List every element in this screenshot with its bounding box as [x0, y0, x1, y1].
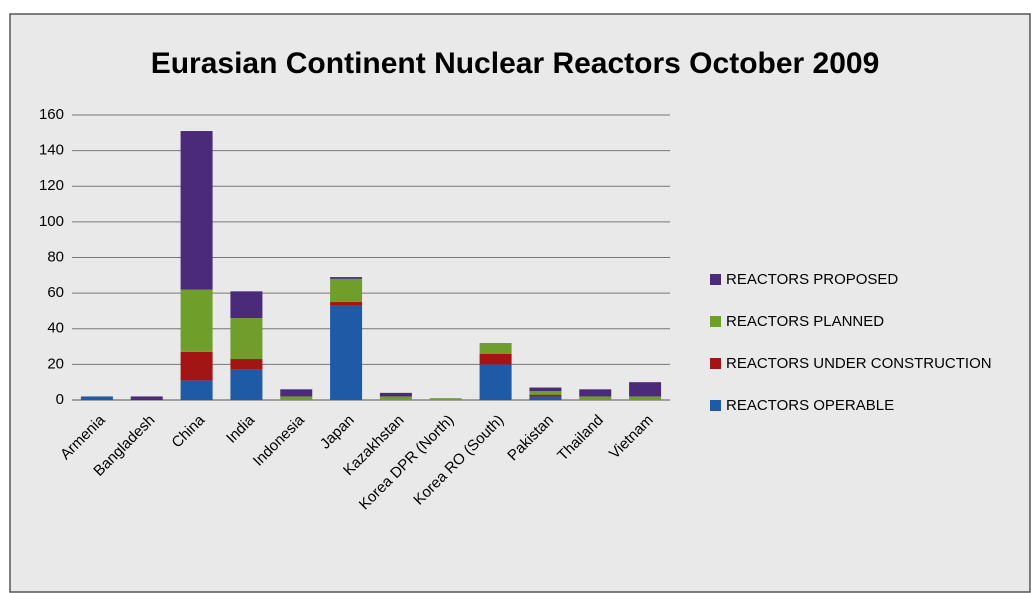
legend-swatch	[710, 400, 721, 411]
bar-segment	[579, 389, 612, 397]
legend-swatch	[710, 316, 721, 327]
y-tick-label: 60	[47, 284, 64, 301]
bar-segment	[180, 351, 213, 381]
bar-segment	[479, 353, 512, 365]
bar-segment	[330, 305, 363, 400]
bar-segment	[230, 359, 263, 370]
bar-segment	[529, 394, 562, 397]
bar-segment	[280, 389, 313, 397]
bar-segment	[330, 277, 363, 279]
bar-segment	[479, 364, 512, 400]
bar-segment	[280, 396, 313, 400]
y-tick-label: 0	[56, 391, 64, 408]
y-tick-label: 80	[47, 248, 64, 265]
y-tick-label: 140	[39, 142, 64, 159]
bar-segment	[180, 289, 213, 352]
bar-segment	[529, 387, 562, 392]
y-tick-label: 120	[39, 177, 64, 194]
y-tick-label: 40	[47, 320, 64, 337]
legend-swatch	[710, 274, 721, 285]
bar-segment	[130, 396, 163, 400]
chart-title: Eurasian Continent Nuclear Reactors Octo…	[151, 47, 880, 80]
chart-frame	[9, 13, 1031, 593]
y-tick-label: 100	[39, 213, 64, 230]
legend-label: REACTORS UNDER CONSTRUCTION	[726, 355, 992, 372]
bar-segment	[529, 391, 562, 395]
legend-label: REACTORS PLANNED	[726, 313, 884, 330]
bar-segment	[80, 396, 113, 400]
legend-swatch	[710, 358, 721, 369]
bar-segment	[629, 382, 662, 397]
bar-segment	[230, 318, 263, 360]
legend-label: REACTORS OPERABLE	[726, 397, 894, 414]
bar-segment	[180, 380, 213, 400]
bar-segment	[429, 398, 462, 400]
y-tick-label: 160	[39, 106, 64, 123]
bar-segment	[330, 302, 363, 306]
bar-segment	[379, 392, 412, 397]
legend-label: REACTORS PROPOSED	[726, 271, 898, 288]
bar-segment	[479, 343, 512, 354]
bar-segment	[529, 396, 562, 400]
y-tick-label: 20	[47, 355, 64, 372]
bar-segment	[230, 369, 263, 400]
bar-segment	[629, 396, 662, 400]
bar-segment	[379, 396, 412, 400]
bar-segment	[230, 291, 263, 319]
bar-segment	[180, 131, 213, 290]
bar-segment	[579, 396, 612, 400]
bar-segment	[330, 278, 363, 303]
